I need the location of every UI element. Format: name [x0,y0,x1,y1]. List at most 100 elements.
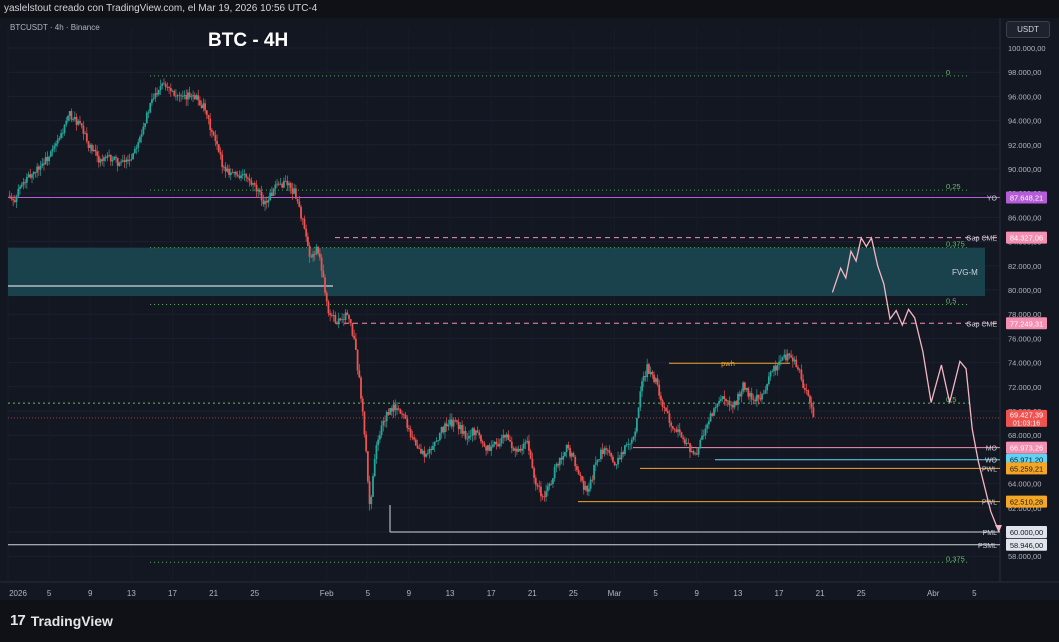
brand: 17 TradingView [10,612,113,629]
candle-body [750,392,753,400]
candle-body [735,401,738,405]
candle-body [462,430,465,434]
candle-body [423,450,426,457]
x-tick-label: 21 [816,589,825,598]
candle-body [243,173,246,175]
candle-body [481,441,484,444]
candle-body [109,155,112,162]
current-price-tag [1006,409,1047,427]
candle-body [456,420,458,422]
price-chart[interactable]: 58.000,0060.000,0062.000,0064.000,0066.0… [0,18,1059,600]
candle-body [106,155,109,158]
candle-body [67,115,69,121]
candle-body [399,409,402,414]
pwh-label: pwh [721,359,735,368]
candle-body [269,192,272,200]
price-tag-label: 77.249,31 [1010,319,1043,328]
y-tick-label: 74.000,00 [1008,359,1041,368]
candle-body [137,142,140,148]
candle-body [545,491,547,498]
fib-level-label: 0,5 [946,297,956,306]
candle-body [809,395,811,403]
candle-body [402,414,405,416]
candle-body [522,443,525,449]
fvg-zone [8,247,985,297]
candle-body [358,370,361,378]
candle-body [404,414,407,419]
x-tick-label: 9 [695,589,700,598]
candle-body [514,448,517,451]
candle-body [790,355,793,358]
candle-body [373,458,376,477]
candle-body [528,440,530,451]
currency-button[interactable]: USDT [1006,21,1050,38]
candle-body [49,151,52,157]
candle-body [480,435,482,442]
candle-body [577,469,580,475]
candle-body [97,155,100,163]
candle-body [205,110,208,116]
candle-body [576,466,578,470]
candle-body [264,200,266,205]
level-label: Gap CME [966,321,997,328]
candle-body [94,149,97,152]
candle-body [555,464,558,467]
candle-body [788,353,791,356]
candle-body [85,133,88,142]
candle-body [529,450,532,459]
candle-body [365,434,368,452]
level-label: MO [986,446,998,453]
candle-body [140,134,143,137]
candle-body [313,253,316,255]
candle-body [190,96,193,98]
candle-body [716,403,719,408]
candle-body [800,369,803,380]
candle-body [267,199,270,203]
footer-bar [0,600,1059,642]
candle-body [697,447,700,455]
candle-body [375,445,378,459]
y-tick-label: 86.000,00 [1008,213,1041,222]
candle-body [730,404,733,406]
candle-body [157,90,160,95]
candle-body [478,432,481,436]
candle-body [123,160,126,162]
candle-body [588,488,590,492]
candle-body [325,292,328,302]
candle-body [32,171,35,175]
x-tick-label: 25 [569,589,578,598]
candle-body [795,359,798,368]
candle-body [318,253,321,258]
x-tick-label: 25 [250,589,259,598]
candle-body [725,399,727,402]
candle-body [517,448,520,452]
candle-body [68,111,71,116]
candle-body [728,400,731,406]
candle-body [747,388,750,397]
candle-body [354,338,357,350]
candle-body [111,159,114,162]
candle-body [330,315,333,316]
candle-body [293,188,296,194]
candle-body [128,159,131,162]
candle-body [392,404,395,412]
candle-body [377,439,380,446]
candle-body [366,451,369,482]
candle-body [339,318,342,321]
candle-body [694,453,697,455]
candle-body [25,176,28,183]
candle-body [438,432,441,441]
candle-body [265,200,268,203]
candle-body [303,218,306,229]
candle-body [533,468,535,478]
candle-body [241,174,244,176]
candle-body [591,479,594,481]
candle-body [629,443,631,445]
candle-body [207,115,210,119]
candle-body [749,392,751,397]
candle-body [240,175,242,178]
candle-body [168,87,170,89]
candle-body [259,189,261,192]
fvg-label: FVG-M [952,268,978,277]
candle-body [127,159,129,162]
